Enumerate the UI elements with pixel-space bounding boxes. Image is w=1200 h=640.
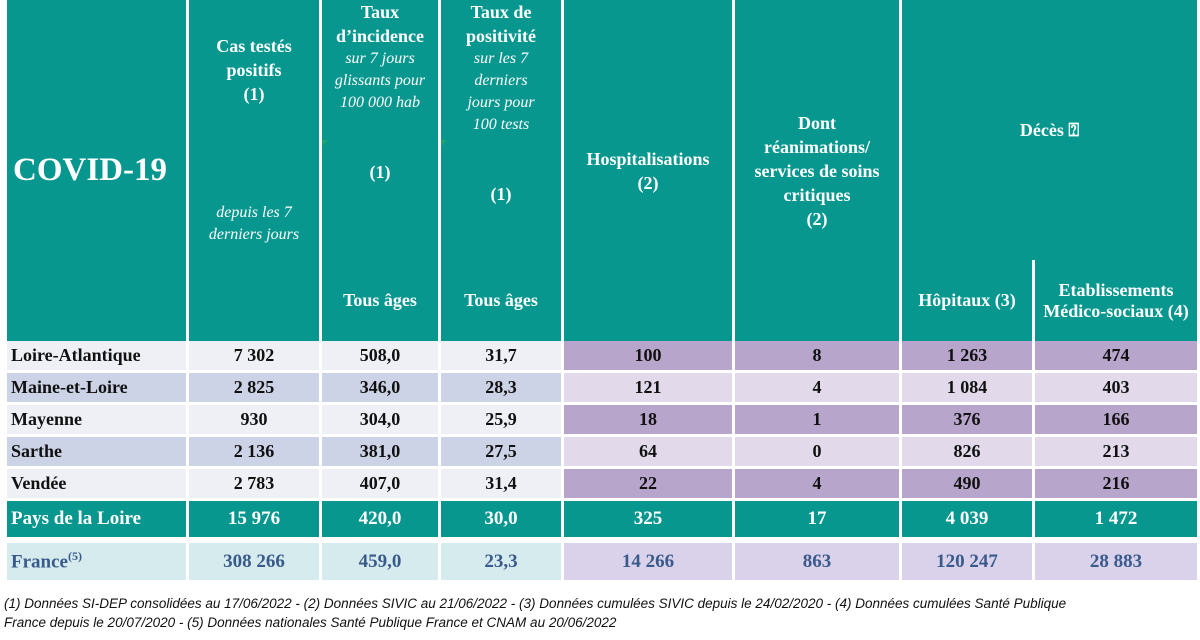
- cell-cas: 7 302: [189, 341, 319, 373]
- cell-cas: 2 783: [189, 469, 319, 501]
- total-ems: 1 472: [1035, 501, 1197, 543]
- footnote-line-2: France depuis le 20/07/2020 - (5) Donnée…: [4, 615, 617, 630]
- header-incidence-label: Taux d’incidence: [336, 2, 424, 46]
- header-positivite-note: sur les 7 derniers jours pour 100 tests: [467, 50, 535, 133]
- total-hospit: 325: [564, 501, 732, 543]
- france-cas: 308 266: [189, 543, 319, 580]
- cell-incidence: 381,0: [322, 437, 438, 469]
- comment-marker: [441, 140, 447, 146]
- total-positivite: 30,0: [441, 501, 561, 543]
- france-rea: 863: [735, 543, 899, 580]
- cell-hospit: 18: [564, 405, 732, 437]
- header-cas: Cas testés positifs (1) depuis les 7 der…: [189, 0, 319, 341]
- covid-table: COVID-19 Cas testés positifs (1) depuis …: [4, 0, 1200, 580]
- france-ems: 28 883: [1035, 543, 1197, 580]
- footnote: (1) Données SI-DEP consolidées au 17/06/…: [4, 594, 1194, 632]
- row-name: Loire-Atlantique: [7, 341, 186, 373]
- cell-hospit: 100: [564, 341, 732, 373]
- cell-incidence: 508,0: [322, 341, 438, 373]
- cell-incidence: 407,0: [322, 469, 438, 501]
- header-deces: Décès ⍰: [902, 0, 1197, 261]
- header-ems-label: Etablissements Médico-sociaux: [1043, 279, 1174, 321]
- comment-marker: [322, 140, 328, 146]
- header-positivite: Taux de positivité sur les 7 derniers jo…: [441, 0, 561, 261]
- cell-rea: 1: [735, 405, 899, 437]
- header-cas-ref: (1): [243, 84, 265, 104]
- cell-positivite: 25,9: [441, 405, 561, 437]
- france-ref: (5): [67, 549, 82, 564]
- header-incidence-sub: Tous âges: [322, 260, 438, 341]
- table-row: Maine-et-Loire 2 825 346,0 28,3 121 4 1 …: [7, 373, 1197, 405]
- france-label: France: [11, 551, 68, 573]
- header-ems-ref: (4): [1167, 300, 1189, 321]
- table-title: COVID-19: [7, 0, 186, 341]
- header-cas-label: Cas testés positifs: [216, 36, 292, 80]
- cell-hop: 490: [902, 469, 1032, 501]
- row-name: Mayenne: [7, 405, 186, 437]
- header-incidence: Taux d’incidence sur 7 jours glissants p…: [322, 0, 438, 261]
- header-cas-note: depuis les 7 derniers jours: [208, 204, 300, 243]
- cell-ems: 213: [1035, 437, 1197, 469]
- header-positivite-sub: Tous âges: [441, 260, 561, 341]
- cell-positivite: 31,7: [441, 341, 561, 373]
- cell-incidence: 304,0: [322, 405, 438, 437]
- cell-positivite: 31,4: [441, 469, 561, 501]
- total-hop: 4 039: [902, 501, 1032, 543]
- table-row: Sarthe 2 136 381,0 27,5 64 0 826 213: [7, 437, 1197, 469]
- table-row: Vendée 2 783 407,0 31,4 22 4 490 216: [7, 469, 1197, 501]
- total-name: Pays de la Loire: [7, 501, 186, 543]
- header-positivite-label: Taux de positivité: [466, 2, 536, 46]
- table-row: Loire-Atlantique 7 302 508,0 31,7 100 8 …: [7, 341, 1197, 373]
- cell-rea: 4: [735, 373, 899, 405]
- row-name: Maine-et-Loire: [7, 373, 186, 405]
- header-hopitaux: Hôpitaux (3): [902, 260, 1032, 341]
- cell-rea: 8: [735, 341, 899, 373]
- cell-incidence: 346,0: [322, 373, 438, 405]
- header-hospit-ref: (2): [637, 172, 659, 193]
- cell-ems: 403: [1035, 373, 1197, 405]
- total-cas: 15 976: [189, 501, 319, 543]
- france-row: France(5) 308 266 459,0 23,3 14 266 863 …: [7, 543, 1197, 580]
- header-hospit: Hospitalisations (2): [564, 0, 732, 341]
- cell-rea: 0: [735, 437, 899, 469]
- row-name: Vendée: [7, 469, 186, 501]
- table-row: Mayenne 930 304,0 25,9 18 1 376 166: [7, 405, 1197, 437]
- france-incidence: 459,0: [322, 543, 438, 580]
- total-incidence: 420,0: [322, 501, 438, 543]
- cell-hop: 1 263: [902, 341, 1032, 373]
- cell-hospit: 64: [564, 437, 732, 469]
- header-positivite-ref: (1): [490, 184, 512, 204]
- france-positivite: 23,3: [441, 543, 561, 580]
- cell-hospit: 121: [564, 373, 732, 405]
- cell-hop: 1 084: [902, 373, 1032, 405]
- cell-positivite: 27,5: [441, 437, 561, 469]
- cell-cas: 930: [189, 405, 319, 437]
- header-hopitaux-label: Hôpitaux: [918, 290, 991, 311]
- header-ems: Etablissements Médico-sociaux (4): [1035, 260, 1197, 341]
- cell-positivite: 28,3: [441, 373, 561, 405]
- cell-cas: 2 136: [189, 437, 319, 469]
- cell-ems: 474: [1035, 341, 1197, 373]
- header-hopitaux-ref: (3): [994, 290, 1016, 311]
- header-incidence-ref: (1): [369, 162, 391, 182]
- cell-ems: 166: [1035, 405, 1197, 437]
- header-hospit-label: Hospitalisations: [586, 148, 710, 169]
- france-hop: 120 247: [902, 543, 1032, 580]
- cell-cas: 2 825: [189, 373, 319, 405]
- header-rea-label: Dont réanimations/ services de soins cri…: [754, 112, 880, 205]
- cell-hop: 826: [902, 437, 1032, 469]
- cell-rea: 4: [735, 469, 899, 501]
- header-rea-ref: (2): [806, 208, 828, 229]
- total-row: Pays de la Loire 15 976 420,0 30,0 325 1…: [7, 501, 1197, 543]
- cell-hospit: 22: [564, 469, 732, 501]
- header-rea: Dont réanimations/ services de soins cri…: [735, 0, 899, 341]
- footnote-line-1: (1) Données SI-DEP consolidées au 17/06/…: [4, 596, 1067, 611]
- row-name: Sarthe: [7, 437, 186, 469]
- cell-ems: 216: [1035, 469, 1197, 501]
- header-incidence-note: sur 7 jours glissants pour 100 000 hab: [334, 50, 426, 111]
- cell-hop: 376: [902, 405, 1032, 437]
- france-hospit: 14 266: [564, 543, 732, 580]
- france-name: France(5): [7, 543, 186, 580]
- total-rea: 17: [735, 501, 899, 543]
